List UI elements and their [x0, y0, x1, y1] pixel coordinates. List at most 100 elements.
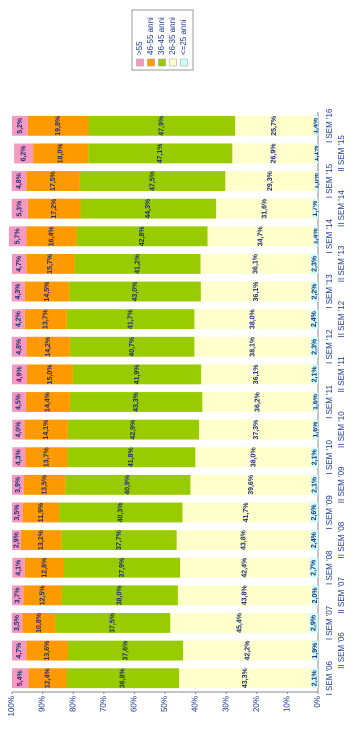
bar-segment	[20, 530, 62, 551]
x-tick-label: II SEM '07	[337, 576, 346, 613]
data-label: 5,2%	[17, 117, 24, 134]
y-tick-label: 30%	[221, 696, 230, 712]
data-label: 43,8%	[240, 529, 247, 550]
data-label: 4,5%	[16, 393, 23, 410]
data-label: 1,7%	[312, 200, 319, 217]
data-label: 2,2%	[311, 283, 318, 300]
legend-swatch	[169, 58, 177, 67]
data-label: 42,4%	[242, 557, 249, 578]
bar-segment	[200, 281, 312, 302]
data-label: 2,7%	[311, 559, 318, 576]
bar-segment	[64, 557, 180, 578]
bar-segment	[177, 585, 312, 606]
data-label: 12,8%	[41, 557, 48, 578]
y-tick-label: 20%	[252, 696, 261, 712]
bar-segment	[24, 281, 70, 302]
bar-segment	[24, 419, 68, 440]
x-tick-label: I SEM '14	[325, 219, 334, 254]
x-tick-label: I SEM '12	[325, 329, 334, 364]
data-label: 41,9%	[134, 364, 141, 385]
bar-segment	[309, 613, 319, 633]
data-label: 4,1%	[15, 559, 22, 576]
legend-box	[131, 9, 194, 71]
data-label: 4,0%	[15, 421, 22, 438]
data-label: 14,2%	[45, 336, 52, 357]
bar-segment	[26, 171, 80, 191]
x-tick-label: II SEM '09	[337, 466, 346, 503]
data-label: 4,9%	[16, 366, 23, 383]
bar-segment	[23, 585, 62, 606]
data-label: 44,3%	[145, 198, 152, 219]
legend-label: >55	[135, 41, 144, 55]
bar-segment	[26, 364, 73, 385]
data-label: 41,7%	[243, 502, 250, 523]
data-label: 37,9%	[119, 557, 126, 578]
data-label: 13,7%	[43, 447, 50, 468]
data-label: 29,3%	[267, 170, 274, 191]
bar-segment	[310, 530, 319, 551]
data-label: 17,5%	[50, 170, 57, 191]
bar-segment	[67, 419, 199, 440]
bar-segment	[310, 253, 319, 274]
x-tick-label: I SEM '13	[325, 274, 334, 309]
bar-segment	[65, 474, 191, 495]
bar-segment	[12, 419, 25, 440]
x-tick-label: I SEM '11	[325, 385, 334, 419]
data-label: 1,4%	[313, 228, 320, 245]
y-tick-label: 60%	[130, 696, 139, 712]
data-label: 47,1%	[157, 143, 164, 164]
bar-segment	[12, 364, 27, 385]
bar-segment	[311, 364, 319, 385]
bar-segment	[312, 640, 319, 661]
y-tick-label: 80%	[68, 696, 77, 712]
data-label: 36,2%	[255, 391, 262, 412]
data-label: 43,3%	[242, 667, 249, 688]
x-tick-label: I SEM '08	[325, 550, 334, 585]
x-tick-label: I SEM '10	[325, 439, 334, 474]
data-label: 41,8%	[128, 447, 135, 468]
data-label: 36,1%	[253, 364, 260, 385]
bar-segment	[27, 115, 89, 136]
data-label: 47,9%	[159, 115, 166, 136]
x-tick-label: II SEM '10	[337, 411, 346, 448]
bar-segment	[69, 281, 201, 302]
bar-segment	[179, 557, 310, 578]
data-label: 11,9%	[38, 502, 45, 522]
data-label: 41,7%	[127, 308, 134, 329]
bar-segment	[22, 502, 60, 523]
data-label: 43,8%	[242, 585, 249, 606]
bar-segment	[12, 668, 29, 689]
x-tick-label: II SEM '15	[337, 135, 346, 172]
data-label: 31,6%	[261, 198, 268, 219]
bar-segment	[313, 226, 319, 247]
data-label: 2,1%	[312, 476, 319, 493]
bar-segment	[69, 336, 195, 357]
data-label: 4,3%	[15, 283, 22, 300]
data-label: 37,6%	[122, 640, 129, 661]
x-tick-label: I SEM '06	[325, 660, 334, 695]
bar-segment	[311, 474, 319, 495]
bar-segment	[25, 392, 70, 412]
data-label: 3,5%	[14, 504, 21, 521]
x-tick-label: I SEM '15	[325, 163, 334, 198]
data-label: 4,2%	[15, 310, 22, 327]
bar-segment	[11, 336, 27, 357]
x-tick-label: I SEM '16	[325, 108, 334, 143]
data-label: 2,6%	[311, 504, 318, 521]
data-label: 38,0%	[117, 585, 124, 606]
bar-segment	[22, 613, 56, 633]
bar-segment	[170, 613, 310, 633]
bar-segment	[12, 640, 27, 661]
bar-segment	[190, 474, 312, 495]
bar-segment	[12, 447, 26, 468]
data-label: 17,2%	[51, 198, 58, 219]
data-label: 2,4%	[311, 310, 318, 327]
data-label: 14,4%	[45, 391, 52, 412]
bar-segment	[225, 171, 315, 191]
bar-segment	[313, 419, 319, 440]
bar-segment	[23, 474, 66, 495]
data-label: 42,9%	[130, 419, 137, 440]
data-label: 16,4%	[48, 226, 55, 247]
data-label: 13,7%	[43, 308, 50, 329]
